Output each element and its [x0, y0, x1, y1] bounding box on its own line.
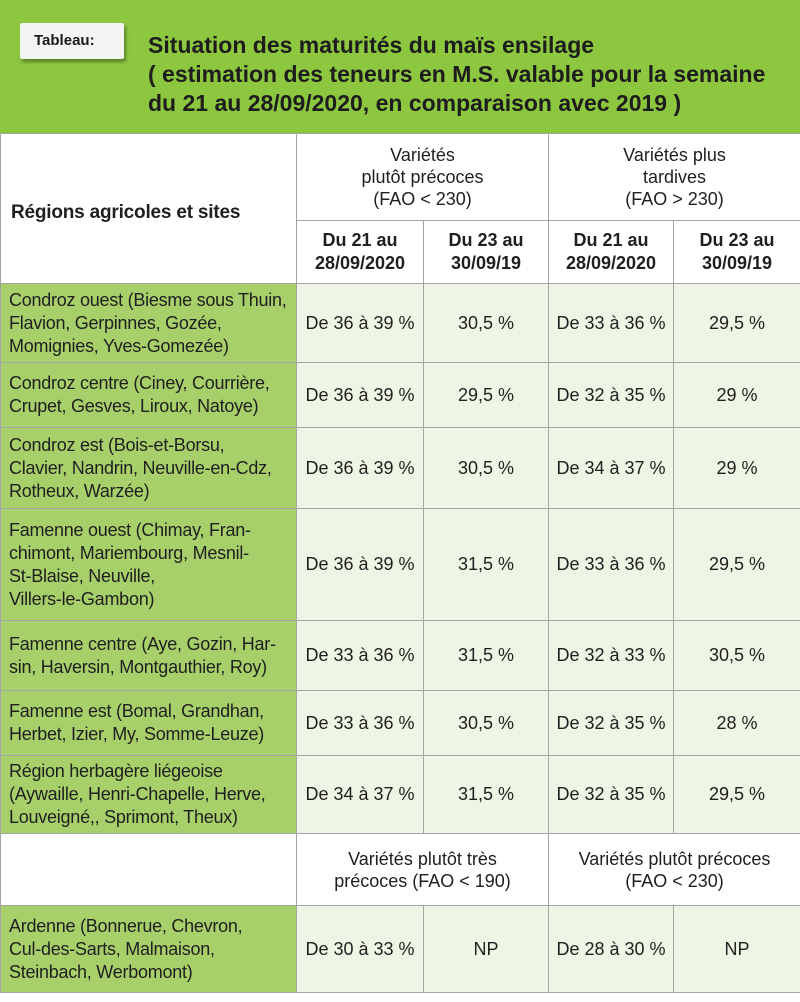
- group-header-row: Régions agricoles et sites Variétés plut…: [0, 133, 800, 284]
- period-header: Du 21 au 28/09/2020: [296, 220, 424, 284]
- blank-cell: [0, 833, 297, 906]
- value-cell: De 33 à 36 %: [296, 620, 424, 691]
- value-cell: De 36 à 39 %: [296, 508, 424, 621]
- value-cell: De 32 à 35 %: [548, 690, 675, 756]
- period-header: Du 23 au 30/09/19: [673, 220, 800, 284]
- table-row: Ardenne (Bonnerue, Chevron, Cul-des-Sart…: [0, 905, 800, 993]
- value-cell: 31,5 %: [422, 620, 550, 691]
- table-row: Famenne centre (Aye, Gozin, Har- sin, Ha…: [0, 620, 800, 691]
- table-row: Famenne est (Bomal, Grandhan, Herbet, Iz…: [0, 690, 800, 756]
- ardenne-group-header-row: Variétés plutôt très précoces (FAO < 190…: [0, 833, 800, 906]
- value-cell: 29 %: [673, 427, 800, 509]
- table-row: Condroz ouest (Biesme sous Thuin, Flavio…: [0, 283, 800, 363]
- value-cell: De 28 à 30 %: [548, 905, 675, 993]
- value-cell: De 33 à 36 %: [548, 283, 675, 363]
- value-cell: 31,5 %: [422, 508, 550, 621]
- region-cell: Ardenne (Bonnerue, Chevron, Cul-des-Sart…: [0, 905, 297, 993]
- value-cell: 29,5 %: [673, 283, 800, 363]
- group-header-early: Variétés plutôt précoces (FAO < 230): [548, 833, 800, 906]
- value-cell: 30,5 %: [422, 690, 550, 756]
- value-cell: NP: [422, 905, 550, 993]
- value-cell: 29,5 %: [673, 755, 800, 834]
- period-header-row: Du 21 au 28/09/2020 Du 23 au 30/09/19 Du…: [1, 220, 800, 284]
- group-header-late: Variétés plus tardives (FAO > 230): [548, 133, 800, 221]
- value-cell: De 34 à 37 %: [548, 427, 675, 509]
- value-cell: 29,5 %: [422, 362, 550, 428]
- value-cell: 30,5 %: [422, 427, 550, 509]
- value-cell: 30,5 %: [422, 283, 550, 363]
- maturity-table-grid: Régions agricoles et sites Variétés plut…: [0, 133, 800, 993]
- value-cell: De 36 à 39 %: [296, 283, 424, 363]
- group-header-early: Variétés plutôt précoces (FAO < 230): [295, 133, 550, 221]
- value-cell: NP: [673, 905, 800, 993]
- region-column-header: Régions agricoles et sites: [0, 133, 297, 284]
- region-cell: Famenne est (Bomal, Grandhan, Herbet, Iz…: [0, 690, 297, 756]
- value-cell: De 36 à 39 %: [296, 362, 424, 428]
- value-cell: De 30 à 33 %: [296, 905, 424, 993]
- table-row: Condroz centre (Ciney, Courrière, Crupet…: [0, 362, 800, 428]
- region-cell: Condroz ouest (Biesme sous Thuin, Flavio…: [0, 283, 297, 363]
- period-header: Du 21 au 28/09/2020: [548, 220, 675, 284]
- value-cell: De 36 à 39 %: [296, 427, 424, 509]
- group-header-very-early: Variétés plutôt très précoces (FAO < 190…: [295, 833, 550, 906]
- value-cell: De 33 à 36 %: [296, 690, 424, 756]
- table-row: Famenne ouest (Chimay, Fran- chimont, Ma…: [0, 508, 800, 621]
- maturity-table: Régions agricoles et sites Variétés plut…: [0, 133, 800, 993]
- title-band: Tableau: Situation des maturités du maïs…: [0, 0, 800, 133]
- period-header: Du 23 au 30/09/19: [422, 220, 550, 284]
- region-cell: Condroz est (Bois-et-Borsu, Clavier, Nan…: [0, 427, 297, 509]
- value-cell: De 32 à 35 %: [548, 755, 675, 834]
- value-cell: De 32 à 33 %: [548, 620, 675, 691]
- value-cell: De 33 à 36 %: [548, 508, 675, 621]
- table-row: Condroz est (Bois-et-Borsu, Clavier, Nan…: [0, 427, 800, 509]
- value-cell: De 32 à 35 %: [548, 362, 675, 428]
- page-title: Situation des maturités du maïs ensilage…: [148, 32, 766, 116]
- value-cell: 29,5 %: [673, 508, 800, 621]
- region-cell: Région herbagère liégeoise (Aywaille, He…: [0, 755, 297, 834]
- table-row: Région herbagère liégeoise (Aywaille, He…: [0, 755, 800, 834]
- region-cell: Famenne ouest (Chimay, Fran- chimont, Ma…: [0, 508, 297, 621]
- table-label-box: Tableau:: [20, 23, 124, 59]
- value-cell: De 34 à 37 %: [296, 755, 424, 834]
- value-cell: 29 %: [673, 362, 800, 428]
- value-cell: 31,5 %: [422, 755, 550, 834]
- region-cell: Famenne centre (Aye, Gozin, Har- sin, Ha…: [0, 620, 297, 691]
- value-cell: 30,5 %: [673, 620, 800, 691]
- value-cell: 28 %: [673, 690, 800, 756]
- region-cell: Condroz centre (Ciney, Courrière, Crupet…: [0, 362, 297, 428]
- table-label: Tableau:: [34, 32, 95, 49]
